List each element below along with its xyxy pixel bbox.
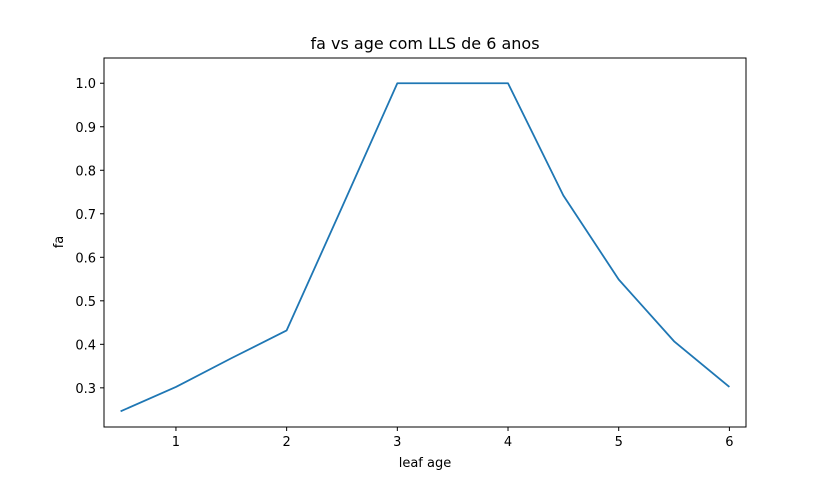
y-axis-ticks: 0.3 0.4 0.5 0.6 0.7 0.8 0.9 1.0 <box>75 77 104 397</box>
x-axis-label: leaf age <box>399 456 452 471</box>
y-tick-label: 0.6 <box>75 251 96 266</box>
x-tick-label: 3 <box>393 435 401 450</box>
x-tick-label: 6 <box>725 435 733 450</box>
plot-area <box>103 57 747 428</box>
x-tick-label: 5 <box>615 435 623 450</box>
y-axis-label: fa <box>52 236 67 249</box>
x-tick-label: 2 <box>282 435 290 450</box>
y-tick-label: 0.9 <box>75 121 96 136</box>
series-layer <box>120 82 730 413</box>
y-tick-label: 0.7 <box>75 208 96 223</box>
y-tick-label: 0.4 <box>75 338 96 353</box>
x-tick-label: 1 <box>172 435 180 450</box>
x-axis-ticks: 1 2 3 4 5 6 <box>172 427 734 450</box>
x-tick-label: 4 <box>504 435 512 450</box>
series-line-0 <box>120 82 730 413</box>
y-tick-label: 0.8 <box>75 164 96 179</box>
y-tick-label: 0.5 <box>75 295 96 310</box>
chart-title: fa vs age com LLS de 6 anos <box>310 34 539 53</box>
y-tick-label: 0.3 <box>75 382 96 397</box>
y-tick-label: 1.0 <box>75 77 96 92</box>
